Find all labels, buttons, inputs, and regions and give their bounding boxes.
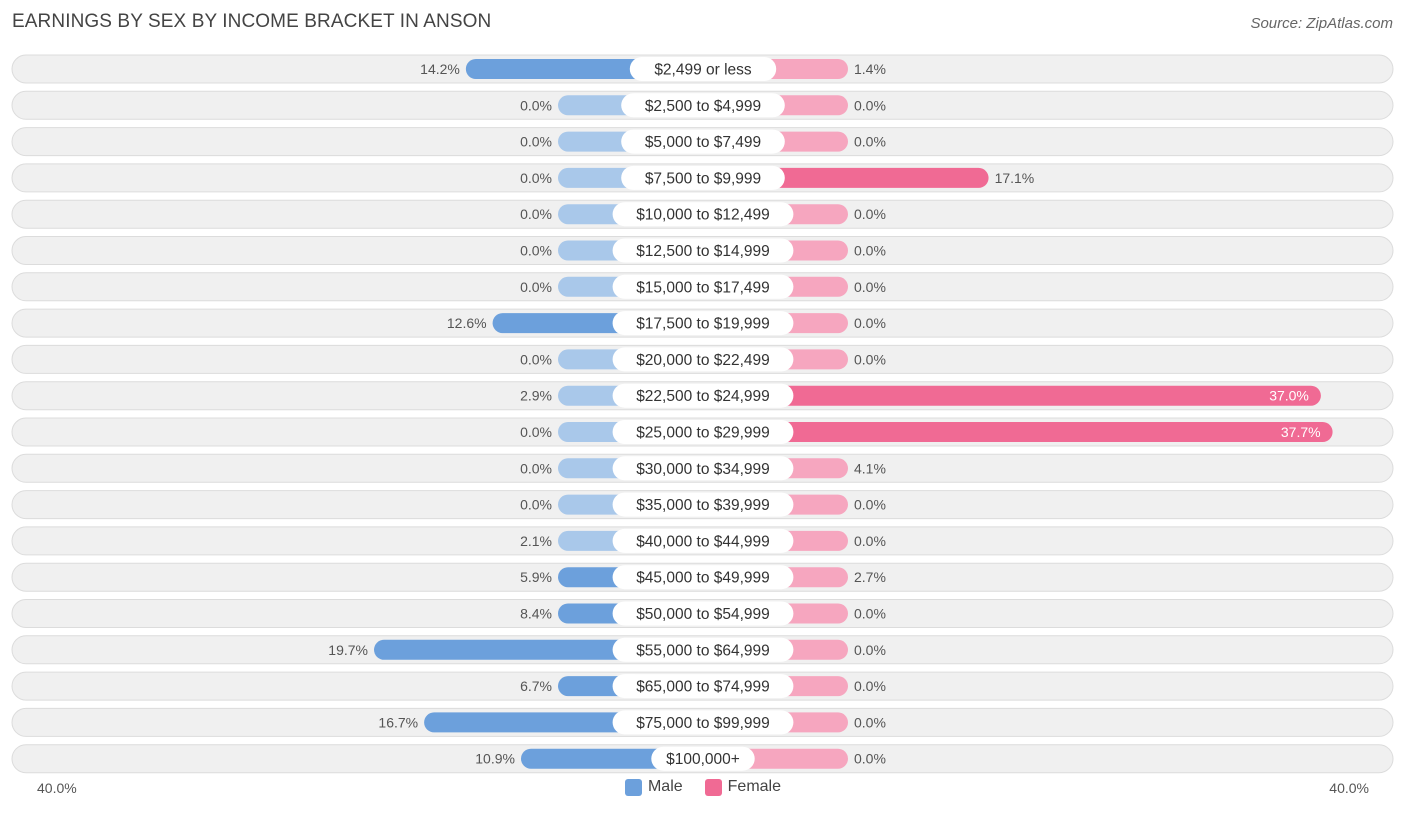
female-value-label: 37.7%	[1281, 424, 1321, 440]
male-value-label: 19.7%	[328, 642, 368, 658]
female-value-label: 0.0%	[854, 279, 886, 295]
category-pill	[651, 746, 755, 771]
category-pill	[612, 601, 794, 626]
legend-item-female[interactable]: Female	[704, 778, 782, 796]
male-value-label: 2.9%	[520, 388, 552, 404]
female-value-label: 0.0%	[854, 315, 886, 331]
category-pill	[612, 202, 794, 227]
category-pill	[621, 129, 785, 154]
male-value-label: 0.0%	[520, 424, 552, 440]
female-value-label: 0.0%	[854, 678, 886, 694]
category-pill	[621, 93, 785, 118]
category-pill	[612, 492, 794, 517]
category-pill	[629, 57, 777, 81]
female-value-label: 37.0%	[1269, 388, 1309, 404]
female-swatch	[704, 778, 722, 796]
male-value-label: 14.2%	[420, 61, 460, 77]
axis-left-label: 40.0%	[37, 780, 77, 796]
male-swatch	[624, 778, 642, 796]
male-value-label: 0.0%	[520, 170, 552, 186]
source-label: Source: ZipAtlas.com	[1250, 15, 1393, 32]
male-value-label: 0.0%	[520, 460, 552, 476]
female-value-label: 0.0%	[854, 606, 886, 622]
female-value-label: 0.0%	[854, 97, 886, 113]
female-bar[interactable]	[703, 385, 1321, 406]
category-pill	[612, 637, 794, 662]
category-label: $25,000 to $29,999	[636, 425, 770, 442]
category-label: $5,000 to $7,499	[645, 134, 761, 151]
category-label: $100,000+	[666, 751, 740, 768]
category-label: $65,000 to $74,999	[636, 679, 770, 696]
category-label: $45,000 to $49,999	[636, 570, 770, 587]
category-pill	[612, 347, 794, 372]
category-label: $20,000 to $22,499	[636, 352, 770, 369]
male-value-label: 12.6%	[447, 315, 487, 331]
category-pill	[612, 420, 794, 444]
male-value-label: 0.0%	[520, 279, 552, 295]
male-value-label: 2.1%	[520, 533, 552, 549]
category-label: $7,500 to $9,999	[645, 170, 761, 187]
male-value-label: 5.9%	[520, 569, 552, 585]
male-value-label: 16.7%	[378, 714, 418, 730]
category-label: $15,000 to $17,499	[636, 279, 770, 296]
category-pill	[612, 274, 794, 299]
female-bar[interactable]	[703, 422, 1333, 442]
male-value-label: 0.0%	[520, 243, 552, 259]
male-value-label: 0.0%	[520, 497, 552, 513]
category-pill	[621, 165, 785, 190]
category-pill	[612, 456, 794, 481]
male-value-label: 0.0%	[520, 206, 552, 222]
legend: Male Female	[0, 778, 1406, 796]
female-value-label: 17.1%	[995, 170, 1035, 186]
male-value-label: 10.9%	[475, 751, 515, 767]
category-pill	[612, 674, 794, 699]
chart-title: EARNINGS BY SEX BY INCOME BRACKET IN ANS…	[12, 11, 492, 32]
female-value-label: 0.0%	[854, 351, 886, 367]
male-value-label: 8.4%	[520, 606, 552, 622]
category-label: $30,000 to $34,999	[636, 461, 770, 478]
female-value-label: 4.1%	[854, 460, 886, 476]
category-label: $17,500 to $19,999	[636, 316, 770, 333]
category-label: $10,000 to $12,499	[636, 207, 770, 224]
female-value-label: 0.0%	[854, 497, 886, 513]
category-label: $55,000 to $64,999	[636, 642, 770, 659]
female-value-label: 0.0%	[854, 751, 886, 767]
category-label: $2,500 to $4,999	[645, 98, 761, 115]
male-value-label: 6.7%	[520, 678, 552, 694]
male-value-label: 0.0%	[520, 134, 552, 150]
female-value-label: 0.0%	[854, 533, 886, 549]
category-pill	[612, 565, 794, 590]
female-value-label: 0.0%	[854, 243, 886, 259]
male-value-label: 0.0%	[520, 351, 552, 367]
female-value-label: 0.0%	[854, 206, 886, 222]
category-label: $22,500 to $24,999	[636, 388, 770, 405]
category-pill	[612, 238, 794, 263]
female-value-label: 2.7%	[854, 569, 886, 585]
category-pill	[612, 710, 794, 735]
category-label: $75,000 to $99,999	[636, 715, 770, 732]
female-value-label: 0.0%	[854, 134, 886, 150]
axis-right-label: 40.0%	[1329, 780, 1369, 796]
category-pill	[612, 383, 794, 408]
category-pill	[612, 528, 794, 553]
category-label: $2,499 or less	[654, 62, 752, 79]
bar-chart: 14.2% 1.4% $2,499 or less 0.0% 0.0% $2,500 to…	[11, 54, 1394, 774]
male-value-label: 0.0%	[520, 97, 552, 113]
legend-female-label: Female	[727, 778, 782, 795]
legend-male-label: Male	[647, 778, 683, 795]
category-label: $50,000 to $54,999	[636, 606, 770, 623]
female-value-label: 0.0%	[854, 714, 886, 730]
category-pill	[612, 311, 794, 336]
female-value-label: 1.4%	[854, 61, 886, 77]
female-value-label: 0.0%	[854, 642, 886, 658]
category-label: $35,000 to $39,999	[636, 497, 770, 514]
category-label: $12,500 to $14,999	[636, 243, 770, 260]
category-label: $40,000 to $44,999	[636, 533, 770, 550]
legend-item-male[interactable]: Male	[624, 778, 683, 796]
